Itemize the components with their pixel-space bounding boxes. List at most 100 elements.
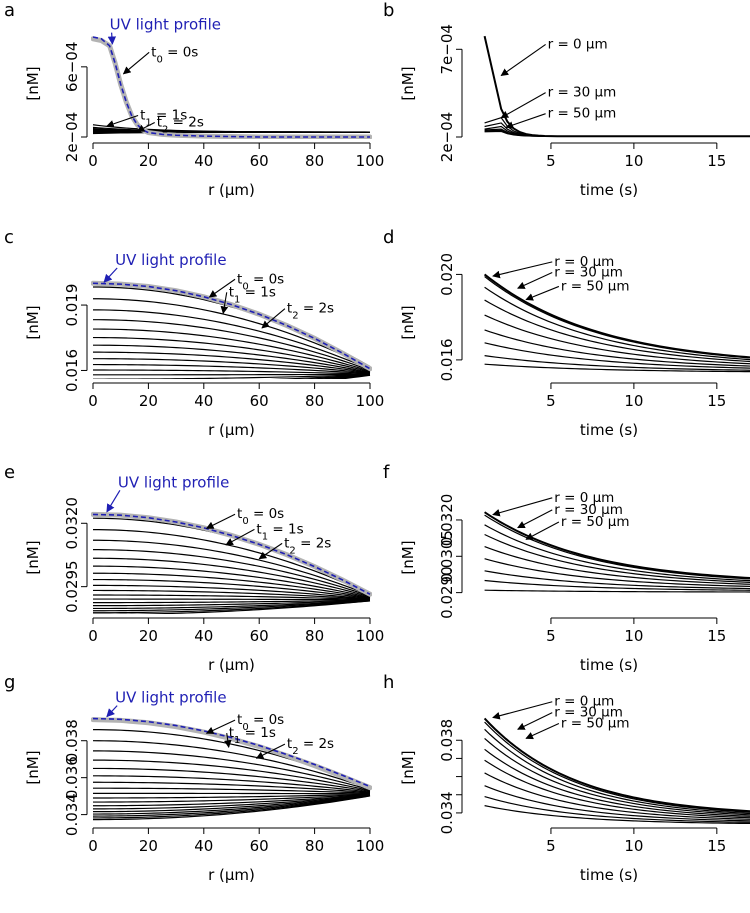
time-curve xyxy=(92,539,371,596)
panel-label: h xyxy=(383,672,394,693)
annotation-arrow xyxy=(525,521,560,540)
y-axis-label: [nM] xyxy=(24,750,42,784)
annotation-arrow xyxy=(261,308,286,329)
decay-curve xyxy=(484,314,750,365)
annotation-arrow xyxy=(525,285,560,301)
y-tick-label: 0.034 xyxy=(63,793,81,836)
annotation-subscript: 2 xyxy=(292,310,298,321)
annotation-label: t1 = 1s xyxy=(140,107,187,128)
x-tick-label: 20 xyxy=(139,392,158,410)
time-curve xyxy=(93,594,371,601)
annotation-text: t xyxy=(151,44,156,60)
uv-profile-line xyxy=(92,717,371,788)
data-lines xyxy=(483,35,750,138)
annotation-text: t xyxy=(237,506,242,522)
y-tick-label: 0.0295 xyxy=(63,560,81,613)
x-axis-label: r (μm) xyxy=(208,656,255,674)
time-curve xyxy=(92,740,371,790)
data-lines xyxy=(91,280,372,379)
annotation-subscript: 0 xyxy=(242,722,248,733)
annotation-label: r = 30 μm xyxy=(554,705,623,721)
x-tick-label: 20 xyxy=(139,627,158,645)
decay-curve xyxy=(484,805,750,824)
time-curve xyxy=(92,795,371,821)
data-lines xyxy=(483,717,750,824)
time-curve xyxy=(93,794,371,813)
annotation-text: = 0s xyxy=(163,44,199,60)
time-curve xyxy=(92,795,371,819)
y-tick-label: 0.016 xyxy=(438,338,456,381)
time-curve xyxy=(303,374,371,379)
annotation-text: t xyxy=(229,725,234,741)
x-tick-label: 40 xyxy=(194,152,213,170)
annotation-label: r = 0 μm xyxy=(554,490,614,506)
x-tick-label: 60 xyxy=(250,152,269,170)
decay-curve xyxy=(484,728,750,815)
y-axis-label: [nM] xyxy=(399,750,417,784)
panel-label: f xyxy=(383,462,390,483)
x-tick-label: 5 xyxy=(546,152,556,170)
decay-curve xyxy=(484,570,750,590)
decay-curve xyxy=(484,737,750,816)
annotation-subscript: 1 xyxy=(234,735,240,746)
annotation-arrow xyxy=(122,51,150,75)
uv-profile-line xyxy=(92,282,371,370)
time-curve xyxy=(92,794,371,815)
annotation-subscript: 0 xyxy=(242,281,248,292)
y-tick-label: 2e−04 xyxy=(438,112,456,162)
uv-profile-label: UV light profile xyxy=(110,16,221,34)
decay-curve xyxy=(484,558,750,588)
decay-curve xyxy=(484,329,750,367)
uv-profile-arrow xyxy=(106,705,118,718)
x-axis-label: r (μm) xyxy=(208,866,255,884)
annotation-text: = 0s xyxy=(249,271,285,287)
y-axis-label: [nM] xyxy=(399,66,417,100)
time-curve xyxy=(92,369,371,375)
time-curve xyxy=(92,794,371,817)
time-curve xyxy=(92,309,371,370)
panel-label: e xyxy=(4,462,15,483)
annotation-label: t2 = 2s xyxy=(287,736,334,757)
time-curve xyxy=(92,336,371,373)
y-tick-label: 0.0305 xyxy=(438,530,456,583)
x-tick-label: 100 xyxy=(356,627,385,645)
decay-curve xyxy=(484,524,750,582)
time-curve xyxy=(93,374,371,379)
x-tick-label: 0 xyxy=(88,837,98,855)
time-curve xyxy=(92,298,371,369)
annotation-arrow xyxy=(255,743,286,759)
uv-profile-arrow xyxy=(106,490,121,513)
annotation-arrow xyxy=(505,113,546,129)
annotation-arrow xyxy=(205,513,236,529)
time-curve xyxy=(92,584,371,600)
x-tick-label: 15 xyxy=(707,392,726,410)
panel-label: d xyxy=(383,227,394,248)
x-tick-label: 5 xyxy=(546,627,556,645)
y-tick-label: 6e−04 xyxy=(63,42,81,92)
decay-curve xyxy=(484,125,750,137)
panel-b: b 5 10 15 time (s) 2e−04 7e−04 [nM] r = 0 μm r = … xyxy=(383,0,750,199)
y-tick-label: 7e−04 xyxy=(438,24,456,74)
annotation-text: = 2s xyxy=(299,736,335,752)
annotation-text: = 2s xyxy=(296,535,332,551)
y-tick-label: 0.034 xyxy=(438,791,456,834)
time-curve xyxy=(92,557,371,598)
annotation-label: t2 = 2s xyxy=(157,114,204,134)
y-axis-label: [nM] xyxy=(24,540,42,574)
time-curve xyxy=(93,358,371,374)
data-lines xyxy=(483,273,750,373)
annotation-arrow xyxy=(517,712,553,730)
time-curve xyxy=(92,351,371,374)
annotation-arrow xyxy=(258,542,283,560)
decay-curve xyxy=(484,795,750,823)
y-axis-label: [nM] xyxy=(399,540,417,574)
annotation-subscript: 0 xyxy=(242,516,248,527)
annotation-text: t xyxy=(229,284,234,300)
x-tick-label: 60 xyxy=(250,392,269,410)
decay-curve xyxy=(484,355,750,371)
annotation-arrow xyxy=(517,509,553,529)
annotation-label: r = 30 μm xyxy=(548,85,617,101)
x-tick-label: 15 xyxy=(707,152,726,170)
